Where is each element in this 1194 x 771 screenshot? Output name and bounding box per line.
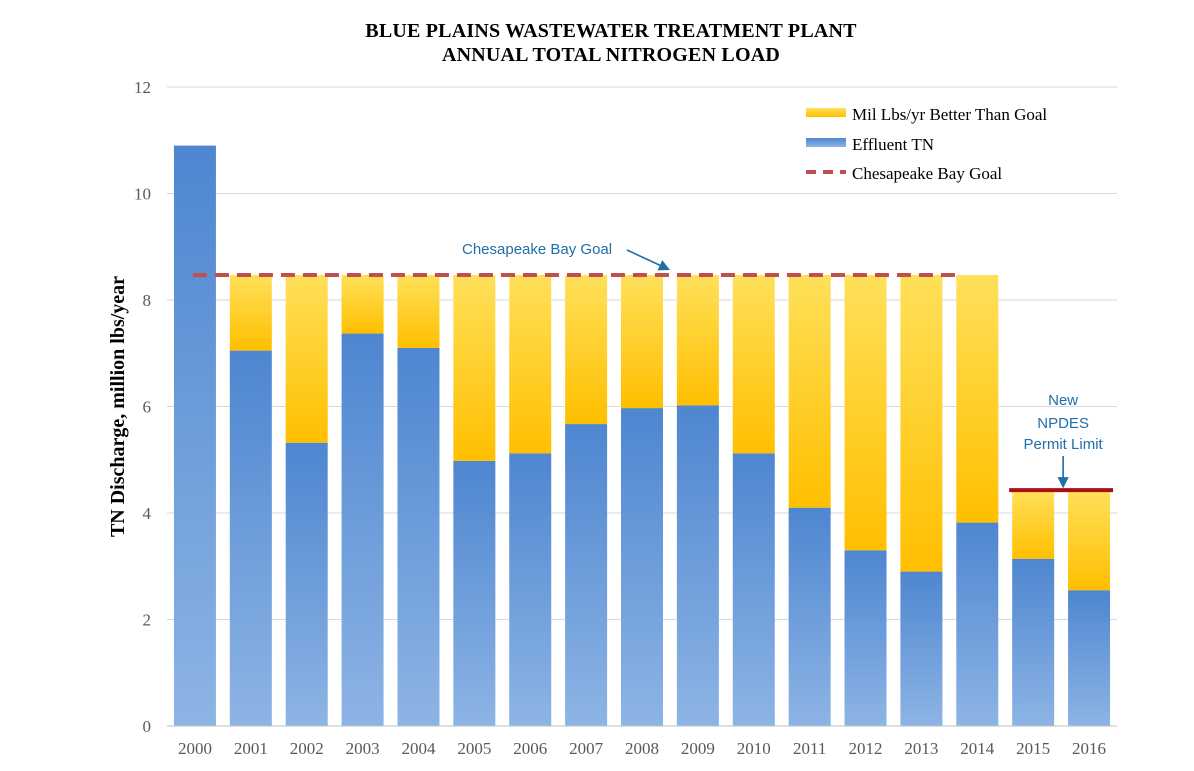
x-tick-label: 2002 (290, 739, 324, 758)
reference-lines (192, 272, 1114, 493)
bar-better-than-goal (285, 274, 328, 443)
npdes-annotation-line: NPDES (1037, 415, 1089, 432)
bar-better-than-goal (453, 274, 496, 461)
bar-effluent-tn (397, 347, 440, 726)
bar-effluent-tn (732, 453, 775, 726)
y-tick-label: 12 (134, 78, 151, 97)
npdes-annotation-line: New (1048, 392, 1078, 409)
chart-title-line-2: ANNUAL TOTAL NITROGEN LOAD (441, 44, 781, 66)
bar-better-than-goal (676, 274, 719, 406)
bar-effluent-tn (509, 453, 552, 726)
x-tick-label: 2016 (1072, 739, 1106, 758)
x-tick-label: 2009 (681, 739, 715, 758)
y-tick-label: 10 (134, 185, 151, 204)
x-tick-label: 2012 (849, 739, 883, 758)
y-axis-label: TN Discharge, million lbs/year (107, 276, 129, 537)
bar-effluent-tn (956, 522, 999, 726)
bar-better-than-goal (565, 274, 608, 425)
bar-better-than-goal (956, 274, 999, 523)
bar-effluent-tn (565, 424, 608, 726)
npdes-annotation-line: Permit Limit (1024, 436, 1104, 453)
x-tick-label: 2006 (513, 739, 547, 758)
bar-better-than-goal (900, 274, 943, 572)
bar-better-than-goal (732, 274, 775, 454)
legend-swatch-effluent-tn (806, 138, 846, 147)
legend-label: Effluent TN (852, 135, 934, 154)
bar-effluent-tn (341, 333, 384, 726)
bar-better-than-goal (509, 274, 552, 454)
x-tick-label: 2013 (904, 739, 938, 758)
annotations: Chesapeake Bay Goal New NPDES Permit Limit (462, 241, 1104, 489)
bar-effluent-tn (229, 350, 272, 726)
y-tick-label: 2 (143, 611, 152, 630)
bar-better-than-goal (844, 274, 887, 551)
bar-effluent-tn (844, 550, 887, 726)
bay-goal-arrow (626, 249, 671, 271)
x-tick-label: 2007 (569, 739, 604, 758)
legend-label: Mil Lbs/yr Better Than Goal (852, 105, 1047, 124)
x-tick-label: 2015 (1016, 739, 1050, 758)
x-tick-label: 2011 (793, 739, 826, 758)
y-tick-label: 0 (143, 717, 152, 736)
chart-title-line-1: BLUE PLAINS WASTEWATER TREATMENT PLANT (365, 20, 857, 42)
y-tick-label: 4 (143, 504, 152, 523)
bar-better-than-goal (1068, 490, 1111, 591)
y-tick-label: 6 (143, 398, 152, 417)
legend-label: Chesapeake Bay Goal (852, 164, 1002, 183)
bar-better-than-goal (341, 274, 384, 334)
x-tick-label: 2005 (457, 739, 491, 758)
bar-effluent-tn (1012, 558, 1055, 726)
bay-goal-annotation: Chesapeake Bay Goal (462, 241, 612, 258)
x-tick-label: 2003 (346, 739, 380, 758)
bar-better-than-goal (788, 274, 831, 508)
bar-effluent-tn (621, 408, 663, 726)
x-tick-label: 2014 (960, 739, 995, 758)
x-tick-label: 2001 (234, 739, 268, 758)
bar-effluent-tn (1068, 590, 1111, 726)
legend: Mil Lbs/yr Better Than Goal Effluent TN Ch… (806, 105, 1047, 183)
bar-effluent-tn (173, 145, 216, 726)
bars (173, 145, 1111, 726)
legend-swatch-better-than-goal (806, 108, 846, 117)
x-tick-label: 2008 (625, 739, 659, 758)
axes: 0 2 4 6 8 10 12 2000 2001 2002 2003 2004 2005 2006 200… (107, 78, 1117, 758)
bar-effluent-tn (788, 507, 831, 726)
bar-better-than-goal (229, 274, 272, 351)
x-tick-label: 2010 (737, 739, 771, 758)
bar-effluent-tn (900, 571, 943, 726)
bar-effluent-tn (453, 460, 496, 726)
bar-effluent-tn (676, 405, 719, 726)
bar-effluent-tn (285, 442, 328, 726)
bar-better-than-goal (397, 274, 440, 348)
bar-better-than-goal (1012, 490, 1055, 559)
x-tick-label: 2000 (178, 739, 212, 758)
bar-better-than-goal (621, 274, 663, 409)
x-tick-label: 2004 (401, 739, 436, 758)
y-tick-label: 8 (143, 291, 152, 310)
